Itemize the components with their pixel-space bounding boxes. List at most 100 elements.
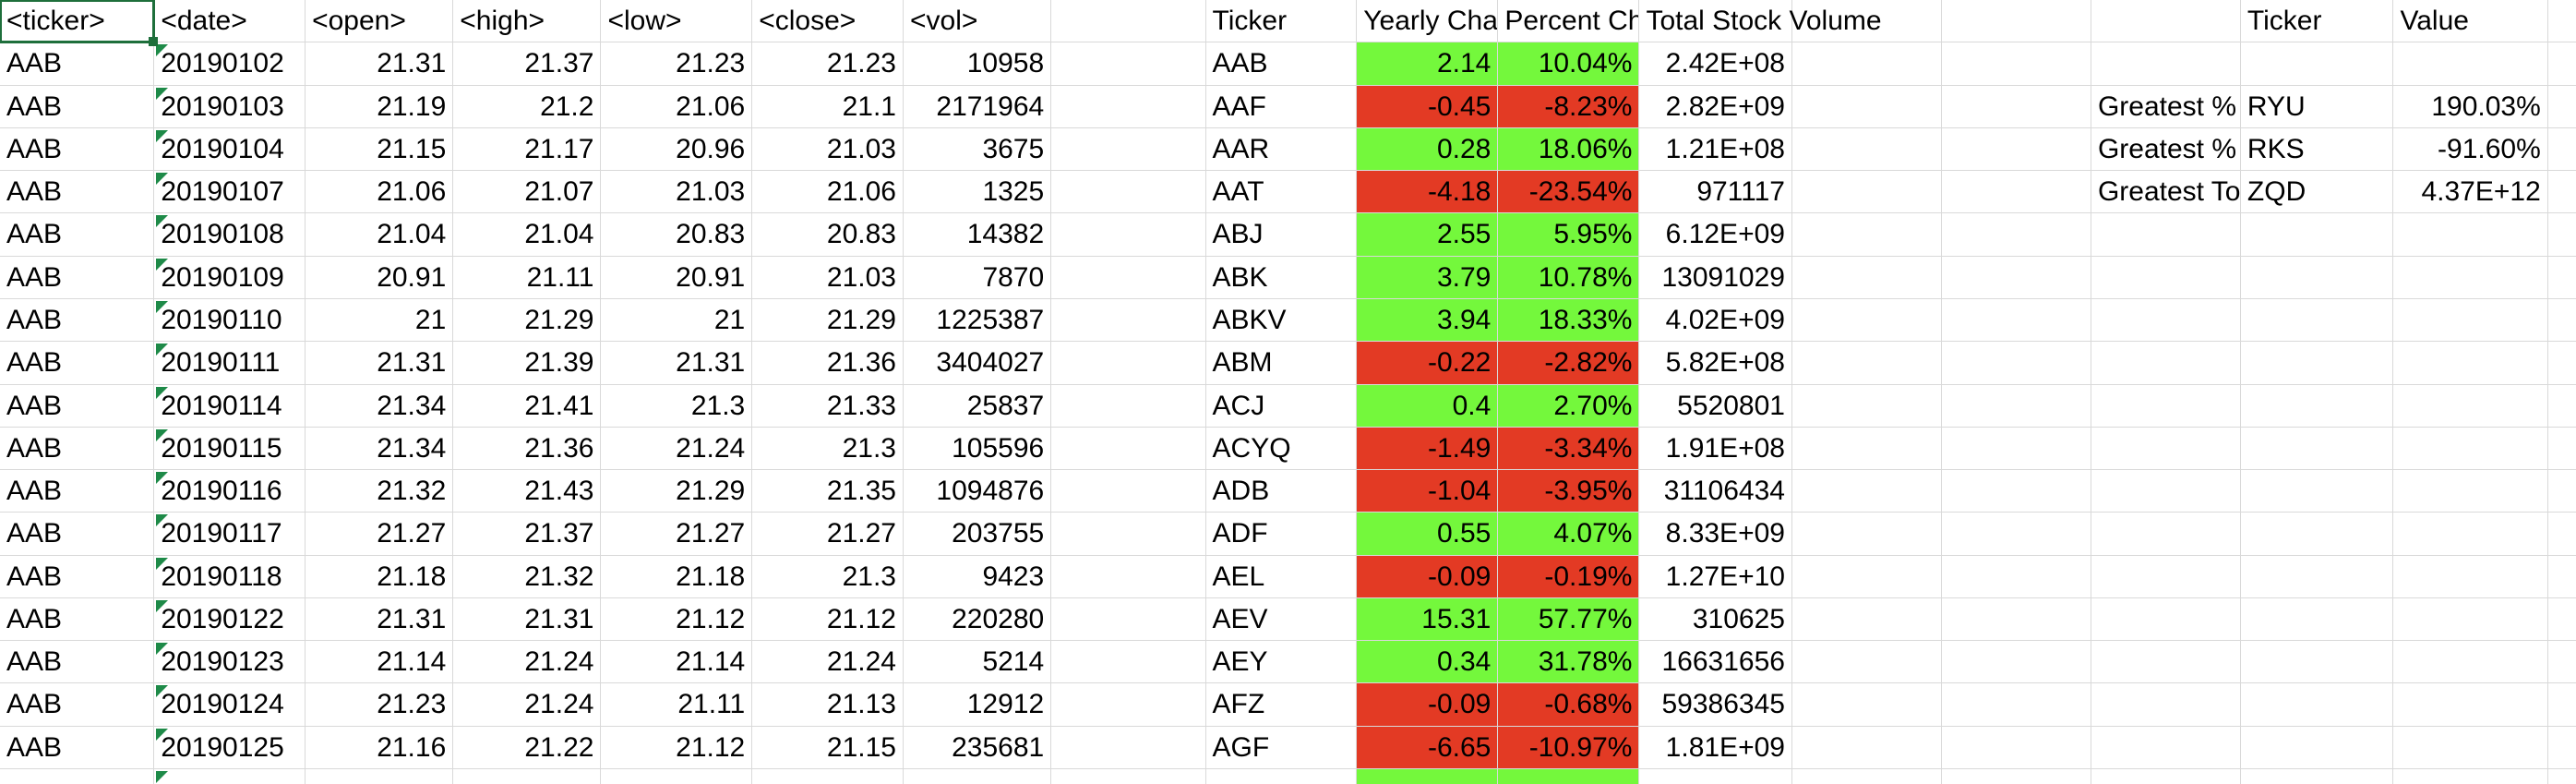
empty-cell[interactable] — [1051, 513, 1206, 556]
cell-low[interactable]: 21.18 — [601, 555, 753, 598]
empty-cell[interactable] — [1941, 127, 2091, 172]
cell-close[interactable]: 21.03 — [752, 127, 904, 172]
empty-cell[interactable] — [1941, 555, 2091, 598]
empty-cell[interactable] — [1051, 0, 1206, 43]
empty-cell[interactable] — [1791, 85, 1942, 128]
empty-cell[interactable] — [1941, 641, 2091, 684]
empty-cell[interactable] — [2091, 42, 2241, 86]
empty-cell[interactable] — [1941, 384, 2091, 428]
empty-cell[interactable] — [1941, 298, 2091, 343]
empty-cell[interactable] — [1941, 213, 2091, 257]
cell-total-volume[interactable]: 13091029 — [1639, 256, 1792, 299]
cell-high[interactable]: 21.32 — [453, 555, 602, 598]
empty-cell[interactable] — [2091, 384, 2241, 428]
cell-open[interactable]: 21.31 — [306, 42, 454, 86]
header-close[interactable]: <close> — [752, 0, 904, 43]
cell-summary-ticker[interactable]: AAT — [1205, 171, 1358, 214]
empty-cell[interactable] — [1941, 513, 2091, 556]
empty-cell[interactable] — [1051, 342, 1206, 385]
empty-cell[interactable] — [2393, 298, 2548, 343]
empty-cell[interactable] — [1941, 342, 2091, 385]
cell-low[interactable]: 21.3 — [601, 384, 753, 428]
cell-close[interactable]: 21.29 — [752, 298, 904, 343]
header-vol[interactable]: <vol> — [904, 0, 1052, 43]
empty-cell[interactable] — [1941, 256, 2091, 299]
cell-high[interactable]: 21.24 — [453, 683, 602, 727]
cell-vol[interactable]: 1094876 — [904, 470, 1052, 513]
cell-close[interactable]: 20.83 — [752, 213, 904, 257]
header-date[interactable]: <date> — [154, 0, 306, 43]
cell-date[interactable]: 20190123 — [154, 641, 306, 684]
empty-cell[interactable] — [2547, 727, 2576, 770]
cell-low[interactable]: 20.83 — [601, 213, 753, 257]
cell-close[interactable]: 21.3 — [752, 427, 904, 471]
cell-yearly-change[interactable]: 3.79 — [1357, 256, 1499, 299]
empty-cell[interactable] — [2091, 597, 2241, 642]
empty-cell[interactable] — [2240, 513, 2394, 556]
cell-open[interactable]: 21.06 — [306, 171, 454, 214]
cell-summary-ticker[interactable]: AAB — [1205, 42, 1358, 86]
empty-cell[interactable] — [1941, 597, 2091, 642]
empty-cell[interactable] — [1791, 127, 1942, 172]
empty-cell[interactable] — [2547, 342, 2576, 385]
cell-close[interactable]: 21.3 — [752, 555, 904, 598]
cell-yearly-change[interactable]: 0.4 — [1357, 384, 1499, 428]
cell-greatest-label[interactable]: Greatest To — [2091, 171, 2241, 214]
cell-date[interactable]: 20190109 — [154, 256, 306, 299]
cell-total-volume[interactable]: 5520801 — [1639, 384, 1792, 428]
cell-low[interactable]: 21.11 — [601, 683, 753, 727]
cell-greatest-ticker[interactable]: RYU — [2240, 85, 2394, 128]
cell-vol[interactable]: 7870 — [904, 256, 1052, 299]
header-open[interactable]: <open> — [306, 0, 454, 43]
empty-cell[interactable] — [2547, 641, 2576, 684]
empty-cell[interactable] — [1791, 298, 1942, 343]
empty-cell[interactable] — [1051, 256, 1206, 299]
empty-cell[interactable] — [2393, 513, 2548, 556]
empty-cell[interactable] — [2091, 470, 2241, 513]
empty-cell[interactable] — [1051, 555, 1206, 598]
empty-cell[interactable] — [2091, 213, 2241, 257]
cell-vol[interactable]: 5214 — [904, 641, 1052, 684]
empty-cell[interactable] — [1791, 171, 1942, 214]
cell-percent-change[interactable]: -23.54% — [1498, 171, 1640, 214]
empty-cell[interactable] — [2240, 683, 2394, 727]
cell-summary-ticker[interactable]: ABK — [1205, 256, 1358, 299]
cell-low[interactable]: 21.31 — [601, 342, 753, 385]
cell-close[interactable]: 21.36 — [752, 342, 904, 385]
empty-cell[interactable] — [1051, 427, 1206, 471]
empty-cell[interactable] — [2240, 597, 2394, 642]
empty-cell[interactable] — [1941, 171, 2091, 214]
empty-cell[interactable] — [2393, 427, 2548, 471]
cell-open[interactable]: 21.18 — [306, 555, 454, 598]
empty-cell[interactable] — [2240, 213, 2394, 257]
cell-total-volume[interactable]: 4.02E+09 — [1639, 298, 1792, 343]
cell-ticker[interactable]: AAB — [0, 597, 155, 642]
cell-open[interactable]: 21.16 — [306, 726, 454, 770]
cell-percent-change[interactable]: 10.04% — [1498, 42, 1640, 86]
cell-summary-ticker[interactable]: AEL — [1205, 555, 1358, 598]
cell-ticker[interactable]: AAB — [0, 726, 155, 770]
cell-open[interactable]: 21.31 — [306, 342, 454, 385]
empty-cell[interactable] — [2091, 641, 2241, 684]
cell-percent-change[interactable]: -10.97% — [1498, 726, 1640, 770]
empty-cell[interactable] — [2393, 342, 2548, 385]
empty-cell[interactable] — [601, 769, 753, 784]
cell-open[interactable]: 21.15 — [306, 127, 454, 172]
cell-low[interactable]: 21.24 — [601, 427, 753, 471]
empty-cell[interactable] — [2091, 683, 2241, 727]
cell-date[interactable]: 20190116 — [154, 470, 306, 513]
empty-cell[interactable] — [1942, 769, 2091, 784]
cell-open[interactable]: 21.19 — [306, 85, 454, 128]
cell-low[interactable]: 21.27 — [601, 513, 753, 556]
cell-greatest-ticker[interactable]: ZQD — [2240, 171, 2394, 214]
empty-cell[interactable] — [2393, 726, 2548, 770]
empty-cell[interactable] — [2547, 470, 2576, 513]
empty-cell[interactable] — [2547, 513, 2576, 556]
empty-cell[interactable] — [1639, 769, 1792, 784]
cell-vol[interactable]: 1325 — [904, 171, 1052, 214]
empty-cell[interactable] — [2091, 256, 2241, 299]
cell-total-volume[interactable]: 971117 — [1639, 171, 1792, 214]
cell-vol[interactable]: 235681 — [904, 726, 1052, 770]
empty-cell[interactable] — [904, 769, 1052, 784]
cell-open[interactable]: 21.27 — [306, 513, 454, 556]
